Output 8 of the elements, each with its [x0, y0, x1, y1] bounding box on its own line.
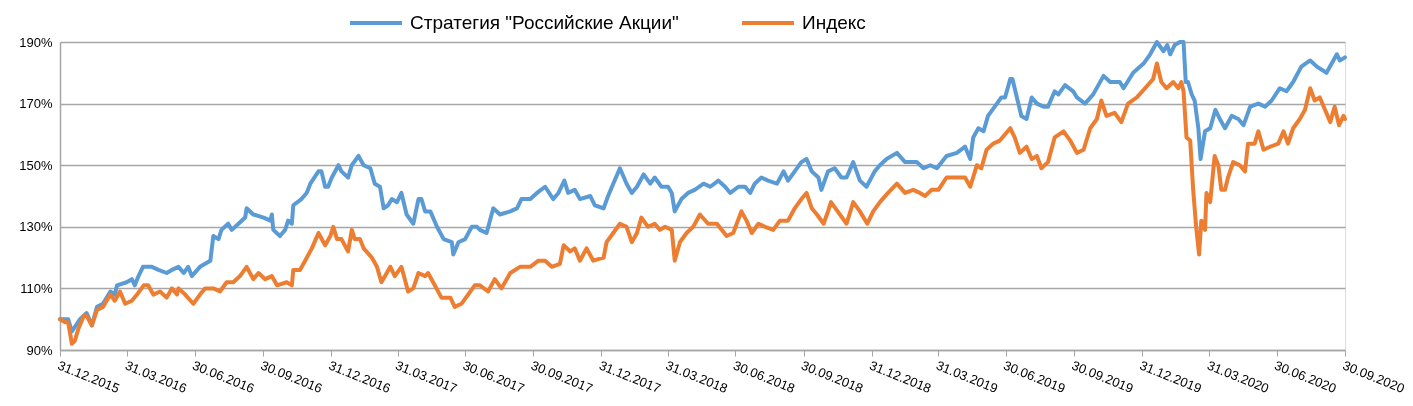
y-tick-label: 90% [26, 342, 53, 358]
legend-label: Стратегия "Российские Акции" [410, 12, 679, 33]
y-tick-label: 130% [19, 219, 53, 235]
y-tick-label: 190% [19, 34, 53, 50]
y-tick-label: 110% [20, 280, 53, 296]
legend-label: Индекс [802, 12, 866, 33]
y-tick-label: 150% [19, 157, 53, 173]
y-tick-label: 170% [19, 96, 53, 112]
